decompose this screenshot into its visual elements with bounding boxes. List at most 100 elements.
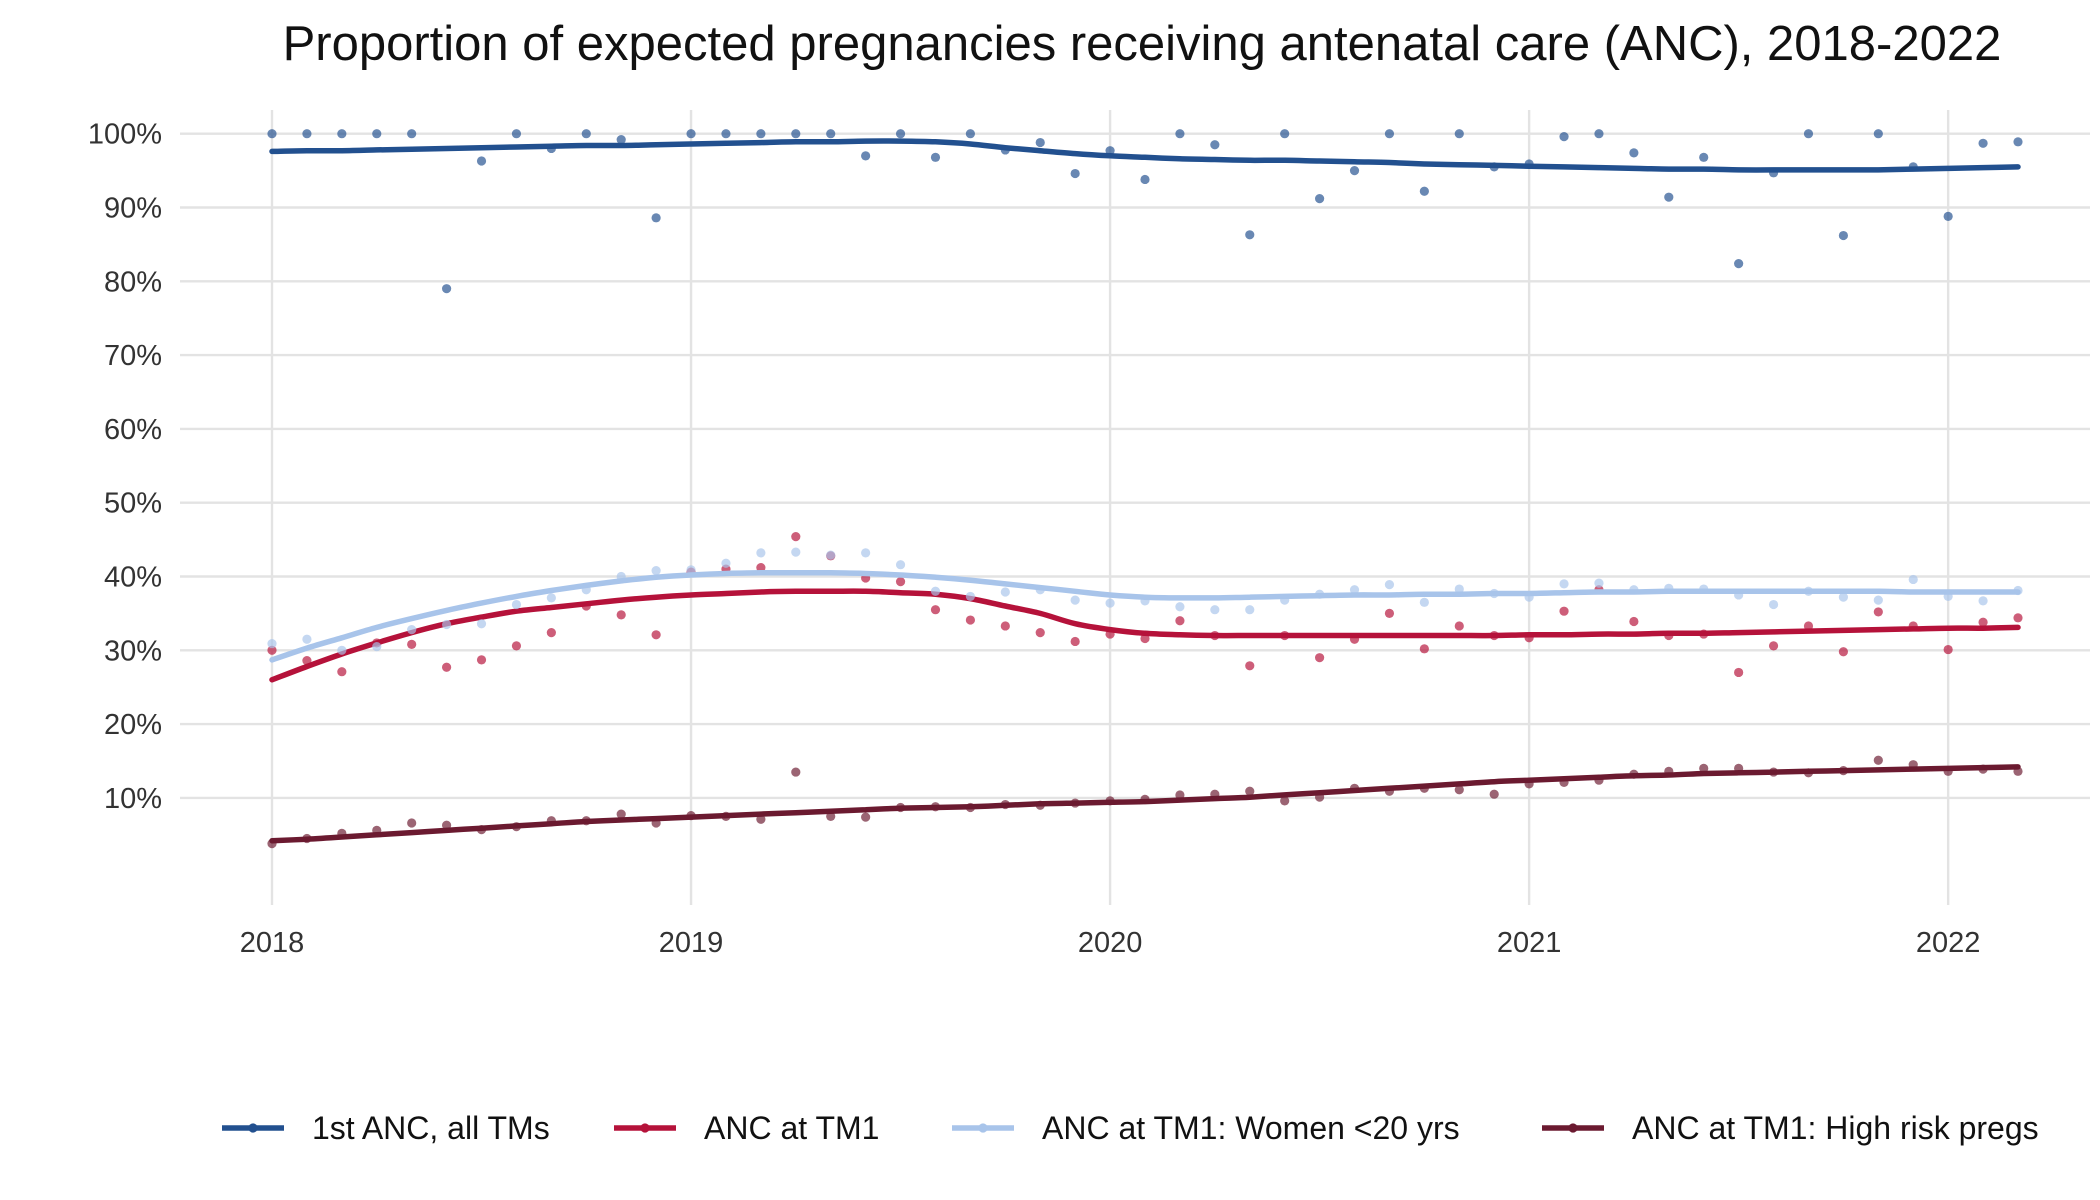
data-point <box>407 129 417 139</box>
data-point <box>826 550 836 560</box>
data-point <box>1978 138 1988 148</box>
legend-swatch-point <box>640 1123 650 1133</box>
data-point <box>1070 636 1080 647</box>
data-point <box>1734 667 1744 678</box>
data-point <box>546 627 556 638</box>
data-point <box>861 151 871 161</box>
data-point <box>1349 585 1360 595</box>
x-tick-label: 2018 <box>240 927 305 959</box>
data-point <box>895 560 906 570</box>
data-point <box>930 152 941 162</box>
data-point <box>1315 194 1325 204</box>
trend-line <box>269 138 2021 173</box>
legend: 1st ANC, all TMs ANC at TM1 ANC at TM1: Wo… <box>222 1110 2039 1146</box>
data-point <box>1280 129 1290 139</box>
data-point <box>372 642 382 652</box>
legend-item: 1st ANC, all TMs <box>222 1110 550 1146</box>
data-point <box>1175 129 1185 139</box>
data-point <box>476 156 487 166</box>
data-point <box>826 129 836 139</box>
data-point <box>1699 763 1709 773</box>
data-point <box>965 615 976 625</box>
data-point <box>895 129 906 139</box>
data-point <box>1210 605 1220 615</box>
y-tick-label: 60% <box>104 414 162 446</box>
x-tick-label: 2021 <box>1497 927 1562 959</box>
data-point <box>1210 140 1220 150</box>
data-point <box>930 605 941 615</box>
data-point <box>1384 608 1395 619</box>
legend-label: ANC at TM1: High risk pregs <box>1632 1110 2039 1146</box>
y-tick-label: 80% <box>104 266 162 298</box>
data-point <box>1384 580 1395 590</box>
legend-swatch-point <box>978 1123 988 1133</box>
data-point <box>581 129 591 139</box>
data-point <box>1908 574 1918 585</box>
trend-line <box>269 588 2021 683</box>
data-point <box>1873 595 1883 605</box>
data-point <box>616 135 626 145</box>
series-group <box>267 547 2023 663</box>
data-point <box>1559 579 1569 589</box>
trend-line <box>269 570 2021 663</box>
data-point <box>476 655 487 665</box>
data-point <box>1978 617 1988 627</box>
data-point <box>1838 592 1848 602</box>
data-point <box>1873 129 1883 139</box>
data-point <box>1943 644 1953 655</box>
data-point <box>1105 598 1115 608</box>
data-point <box>1629 616 1639 627</box>
data-point <box>1559 132 1569 142</box>
data-point <box>1035 137 1045 148</box>
series <box>267 129 2023 849</box>
data-point <box>407 639 417 649</box>
data-point <box>1349 166 1360 176</box>
data-point <box>476 619 487 629</box>
data-point <box>616 809 626 819</box>
data-point <box>1315 653 1325 663</box>
data-point <box>2013 613 2023 623</box>
data-point <box>511 641 522 651</box>
data-point <box>511 129 522 139</box>
data-point <box>686 129 696 139</box>
data-point <box>1803 621 1814 631</box>
legend-item: ANC at TM1: High risk pregs <box>1542 1110 2039 1146</box>
axis-ticks: 10% 20% 30% 40% 50% 60% 70% 80% 90% 100% 2018 2019 2… <box>88 119 1981 959</box>
data-point <box>616 610 626 620</box>
data-point <box>756 814 766 824</box>
y-tick-label: 70% <box>104 340 162 372</box>
data-point <box>651 213 661 223</box>
data-point <box>546 593 556 603</box>
data-point <box>651 630 661 640</box>
data-point <box>1594 578 1604 588</box>
data-point <box>1175 602 1185 612</box>
data-point <box>1594 129 1604 139</box>
x-tick-label: 2020 <box>1078 927 1143 959</box>
y-tick-label: 20% <box>104 709 162 741</box>
data-point <box>721 129 731 139</box>
data-point <box>337 645 347 655</box>
data-point <box>895 577 906 587</box>
data-point <box>1803 129 1814 139</box>
data-point <box>1454 785 1464 795</box>
data-point <box>1000 621 1010 631</box>
data-point <box>267 129 277 139</box>
data-point <box>1175 616 1185 626</box>
data-point <box>1838 230 1848 241</box>
data-point <box>930 586 941 596</box>
data-point <box>791 767 801 777</box>
data-point <box>267 639 277 649</box>
x-tick-label: 2019 <box>659 927 724 959</box>
data-point <box>407 818 417 828</box>
legend-swatch-point <box>248 1123 258 1133</box>
data-point <box>1489 789 1499 799</box>
y-tick-label: 40% <box>104 562 162 594</box>
y-tick-label: 30% <box>104 635 162 667</box>
data-point <box>1140 174 1150 185</box>
data-point <box>756 563 766 573</box>
data-point <box>1454 129 1464 139</box>
data-point <box>1629 148 1639 158</box>
y-tick-label: 10% <box>104 783 162 815</box>
data-point <box>1978 596 1988 606</box>
